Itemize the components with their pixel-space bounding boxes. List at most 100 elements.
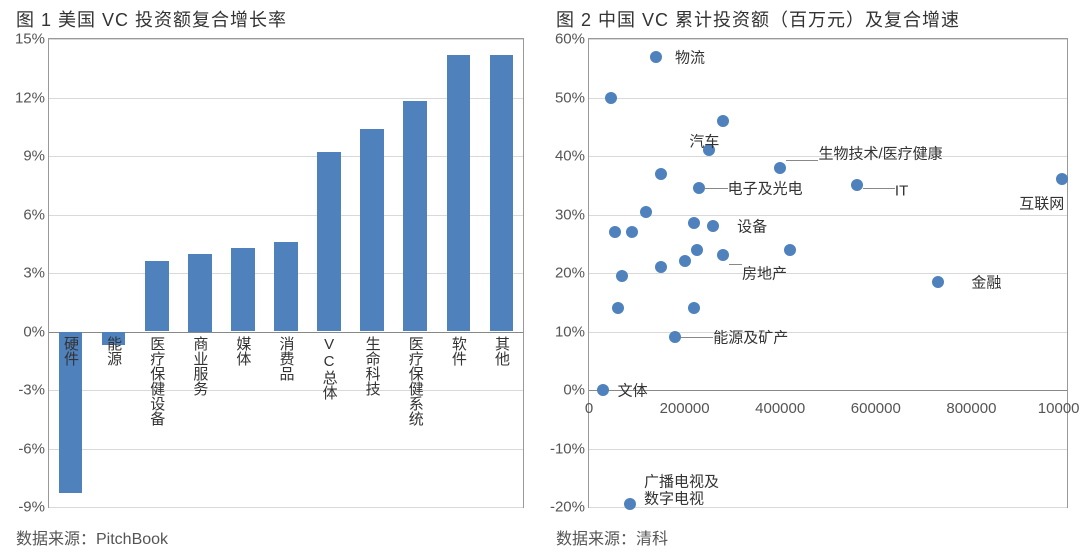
grid-line <box>49 507 523 508</box>
scatter-dot <box>1056 173 1068 185</box>
xtick-label: 200000 <box>660 400 710 417</box>
scatter-label: 文体 <box>618 380 648 401</box>
ytick-label: 40% <box>555 148 585 165</box>
scatter-dot <box>784 244 796 256</box>
bar <box>490 55 514 332</box>
scatter-label: 金融 <box>971 271 1001 292</box>
scatter-dot <box>717 115 729 127</box>
scatter-dot <box>597 384 609 396</box>
bar-category-label: 医疗保健系统 <box>408 336 423 426</box>
scatter-label: 房地产 <box>742 263 787 284</box>
xtick-label: 600000 <box>851 400 901 417</box>
ytick-label: 50% <box>555 89 585 106</box>
scatter-label: 生物技术/医疗健康 <box>818 143 942 164</box>
scatter-dot <box>616 270 628 282</box>
ytick-label: 20% <box>555 265 585 282</box>
scatter-label: 汽车 <box>689 131 719 152</box>
left-plot: -9%-6%-3%0%3%6%9%12%15%硬件能源医疗保健设备商业服务媒体消… <box>48 38 524 508</box>
bar <box>447 55 471 332</box>
scatter-dot <box>605 92 617 104</box>
bar-category-label: 软件 <box>451 336 466 366</box>
ytick-label: -3% <box>18 382 45 399</box>
grid-line <box>589 332 1067 333</box>
grid-line <box>49 39 523 40</box>
scatter-label: 电子及光电 <box>728 178 803 199</box>
scatter-dot <box>655 168 667 180</box>
scatter-label: 设备 <box>737 216 767 237</box>
scatter-label: 互联网 <box>1019 192 1064 213</box>
grid-line <box>49 449 523 450</box>
scatter-dot <box>640 206 652 218</box>
ytick-label: 0% <box>563 382 585 399</box>
grid-line <box>589 98 1067 99</box>
scatter-dot <box>626 226 638 238</box>
ytick-label: 0% <box>23 323 45 340</box>
scatter-label: IT <box>895 183 908 200</box>
xtick-label: 400000 <box>755 400 805 417</box>
bar-category-label: 医疗保健设备 <box>149 336 164 426</box>
grid-line <box>49 390 523 391</box>
scatter-dot <box>669 331 681 343</box>
bar <box>231 248 255 332</box>
bar-category-label: 能源 <box>106 336 121 366</box>
ytick-label: 15% <box>15 31 45 48</box>
ytick-label: 9% <box>23 148 45 165</box>
right-source: 数据来源：清科 <box>556 525 668 549</box>
scatter-dot <box>707 220 719 232</box>
ytick-label: 60% <box>555 31 585 48</box>
connector-line <box>681 337 713 338</box>
scatter-dot <box>691 244 703 256</box>
grid-line <box>589 390 1067 391</box>
ytick-label: -6% <box>18 440 45 457</box>
xtick-label: 1000000 <box>1038 400 1080 417</box>
xtick-label: 800000 <box>946 400 996 417</box>
bar-category-label: 消费品 <box>279 336 294 381</box>
grid-line <box>589 449 1067 450</box>
bar-category-label: 硬件 <box>63 336 78 366</box>
grid-line <box>589 39 1067 40</box>
scatter-dot <box>612 302 624 314</box>
connector-line <box>863 188 895 189</box>
scatter-label: 物流 <box>675 46 705 67</box>
scatter-dot <box>655 261 667 273</box>
scatter-dot <box>774 162 786 174</box>
bar <box>274 242 298 332</box>
ytick-label: 30% <box>555 206 585 223</box>
bar-category-label: 商业服务 <box>192 336 207 396</box>
scatter-dot <box>650 51 662 63</box>
bar-category-label: 生命科技 <box>365 336 380 396</box>
ytick-label: -10% <box>550 440 585 457</box>
bar <box>145 261 169 331</box>
ytick-label: 6% <box>23 206 45 223</box>
right-title: 图 2 中国 VC 累计投资额（百万元）及复合增速 <box>556 6 960 32</box>
ytick-label: -20% <box>550 499 585 516</box>
bar <box>360 129 384 332</box>
ytick-label: 12% <box>15 89 45 106</box>
scatter-label: 广播电视及数字电视 <box>644 473 719 508</box>
scatter-label: 能源及矿产 <box>713 327 788 348</box>
scatter-dot <box>688 217 700 229</box>
scatter-dot <box>624 498 636 510</box>
ytick-label: -9% <box>18 499 45 516</box>
bar <box>317 152 341 331</box>
left-source: 数据来源：PitchBook <box>16 525 168 549</box>
right-plot: -20%-10%0%10%20%30%40%50%60%020000040000… <box>588 38 1068 508</box>
bar <box>403 101 427 331</box>
scatter-dot <box>688 302 700 314</box>
connector-line <box>729 264 742 265</box>
right-panel: 图 2 中国 VC 累计投资额（百万元）及复合增速 -20% -10% 0% 10% 2… <box>540 0 1080 555</box>
ytick-label: 3% <box>23 265 45 282</box>
scatter-dot <box>679 255 691 267</box>
bar <box>188 254 212 332</box>
connector-line <box>705 188 728 189</box>
bar-category-label: 其他 <box>494 336 509 366</box>
scatter-dot <box>693 182 705 194</box>
scatter-dot <box>717 249 729 261</box>
xtick-label: 0 <box>585 400 593 417</box>
left-panel: 图 1 美国 VC 投资额复合增长率 -9% -6% -3% 0% 3% 6% 9% 12% 1… <box>0 0 540 555</box>
scatter-dot <box>932 276 944 288</box>
grid-line <box>589 215 1067 216</box>
ytick-label: 10% <box>555 323 585 340</box>
bar-category-label: VC总体 <box>322 336 337 400</box>
left-title: 图 1 美国 VC 投资额复合增长率 <box>16 6 287 32</box>
